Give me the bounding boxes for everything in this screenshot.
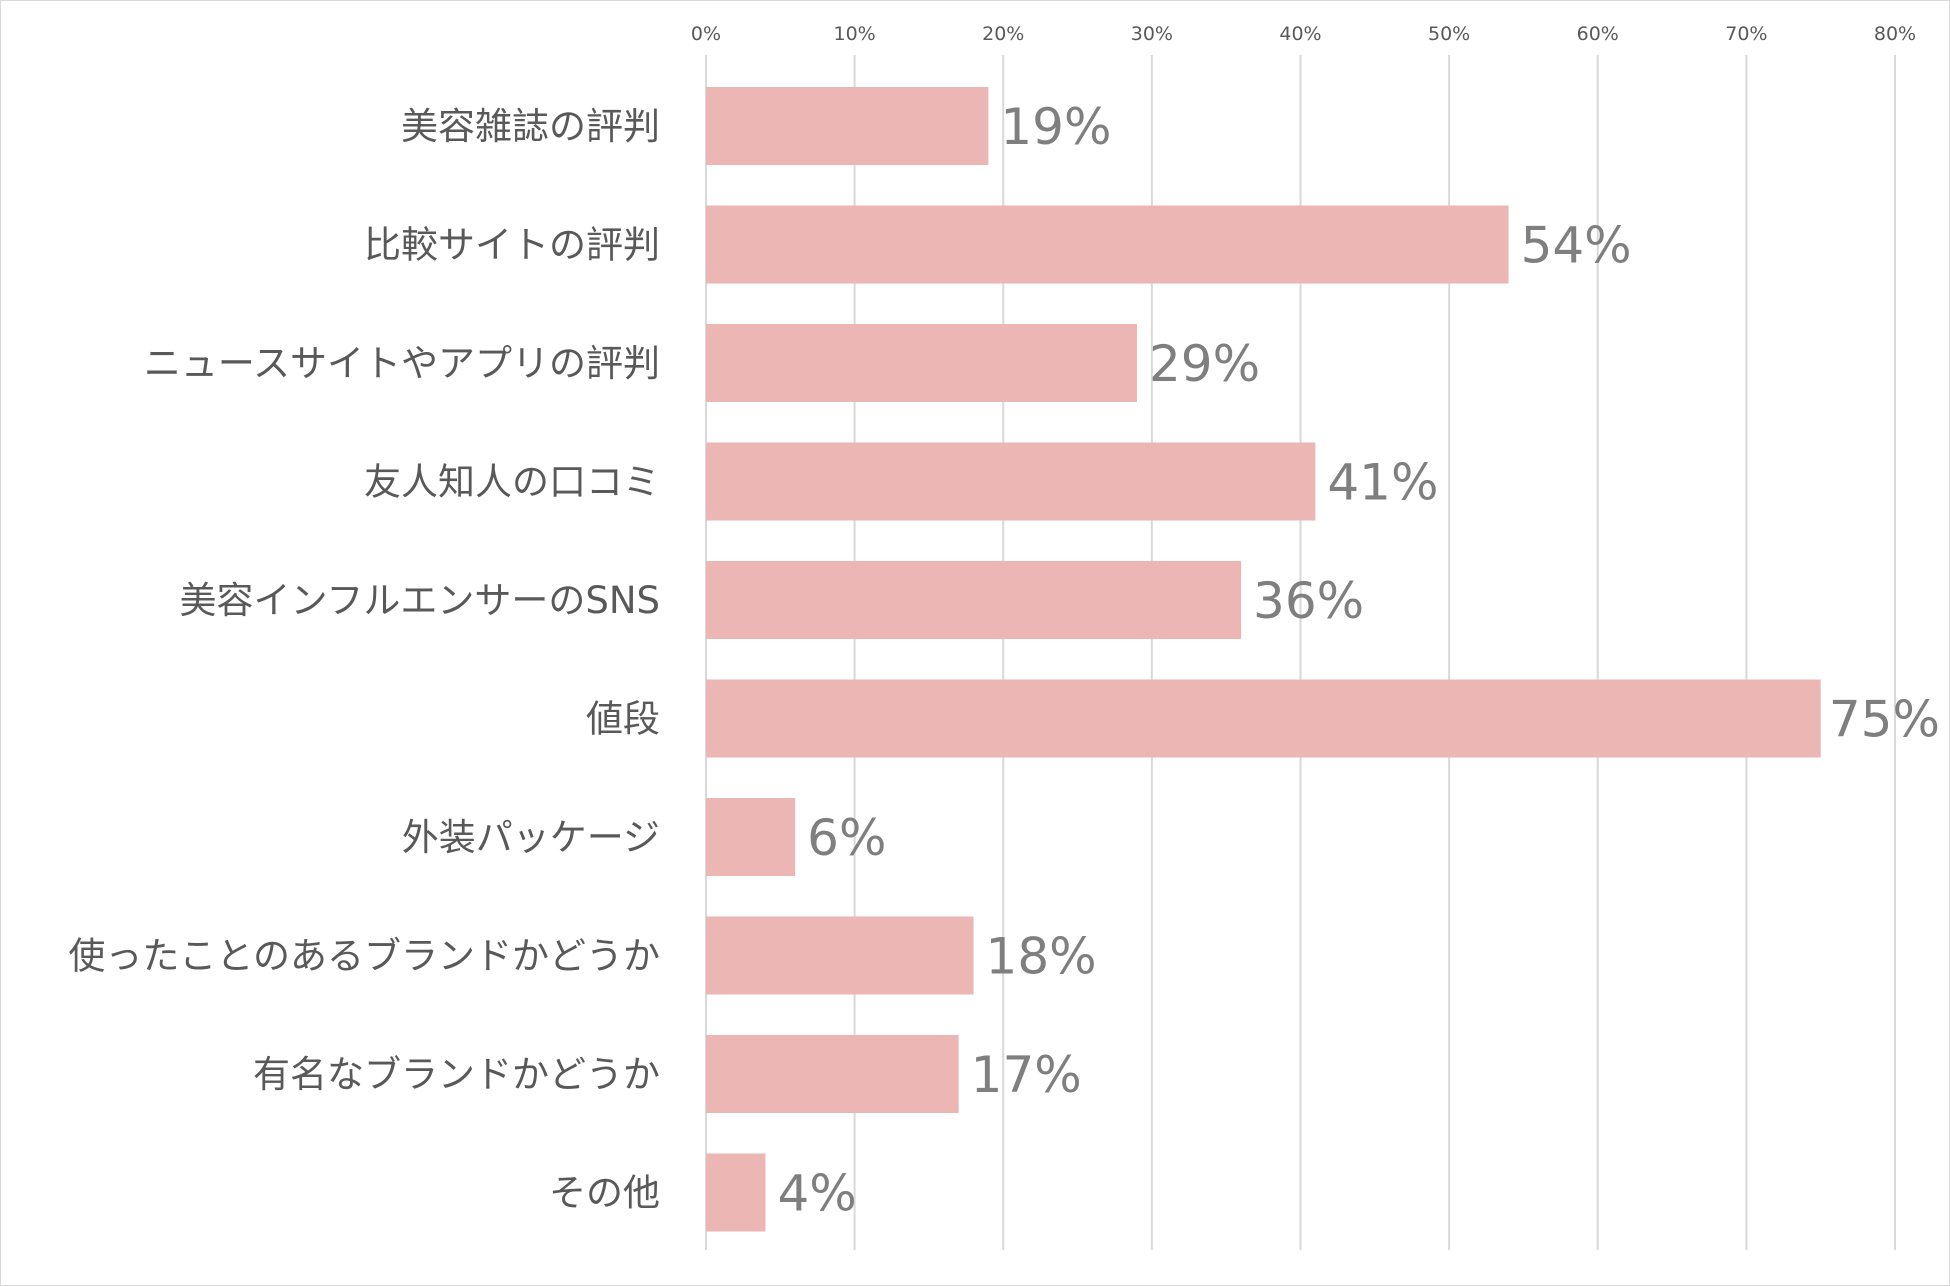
bar <box>706 324 1138 402</box>
data-label: 36% <box>1253 572 1364 630</box>
data-label: 41% <box>1327 454 1438 512</box>
category-label: 値段 <box>586 698 660 741</box>
bar <box>706 916 974 995</box>
x-tick-label: 30% <box>1131 23 1173 45</box>
x-tick-label: 0% <box>691 23 721 45</box>
data-label: 17% <box>971 1046 1082 1104</box>
category-label: 美容インフルエンサーのSNS <box>179 579 660 622</box>
x-tick-label: 40% <box>1279 23 1321 45</box>
data-label: 19% <box>1000 98 1111 156</box>
data-label: 6% <box>807 809 886 867</box>
bar <box>706 205 1509 284</box>
category-label: 友人知人の口コミ <box>364 461 660 504</box>
bar <box>706 1153 766 1232</box>
x-tick-label: 10% <box>834 23 876 45</box>
category-label: 有名なブランドかどうか <box>253 1053 660 1096</box>
category-label: 美容雑誌の評判 <box>401 105 660 148</box>
data-labels: 19% 54% 29% 41% 36% 75% 6% 18% 17% 4% <box>777 98 1940 1223</box>
bar <box>706 1035 959 1113</box>
x-tick-label: 20% <box>982 23 1024 45</box>
data-label: 18% <box>986 928 1097 986</box>
bar <box>706 679 1821 758</box>
category-labels: 美容雑誌の評判比較サイトの評判ニュースサイトやアプリの評判友人知人の口コミ美容イ… <box>68 105 660 1215</box>
category-label: その他 <box>549 1172 660 1215</box>
data-label: 29% <box>1149 335 1260 393</box>
bars <box>706 87 1821 1232</box>
bar <box>706 442 1316 521</box>
category-label: ニュースサイトやアプリの評判 <box>144 342 660 385</box>
x-tick-label: 80% <box>1874 23 1916 45</box>
data-label: 4% <box>777 1165 856 1223</box>
bar <box>706 87 989 165</box>
category-label: 比較サイトの評判 <box>364 224 660 267</box>
data-label: 75% <box>1829 691 1940 749</box>
x-tick-label: 70% <box>1725 23 1767 45</box>
bar <box>706 798 796 876</box>
category-label: 外装パッケージ <box>402 816 660 859</box>
x-axis-ticks: 0% 10% 20% 30% 40% 50% 60% 70% 80% <box>691 23 1916 45</box>
bar <box>706 561 1242 639</box>
category-label: 使ったことのあるブランドかどうか <box>68 935 660 978</box>
x-tick-label: 60% <box>1577 23 1619 45</box>
x-tick-label: 50% <box>1428 23 1470 45</box>
data-label: 54% <box>1521 217 1632 275</box>
